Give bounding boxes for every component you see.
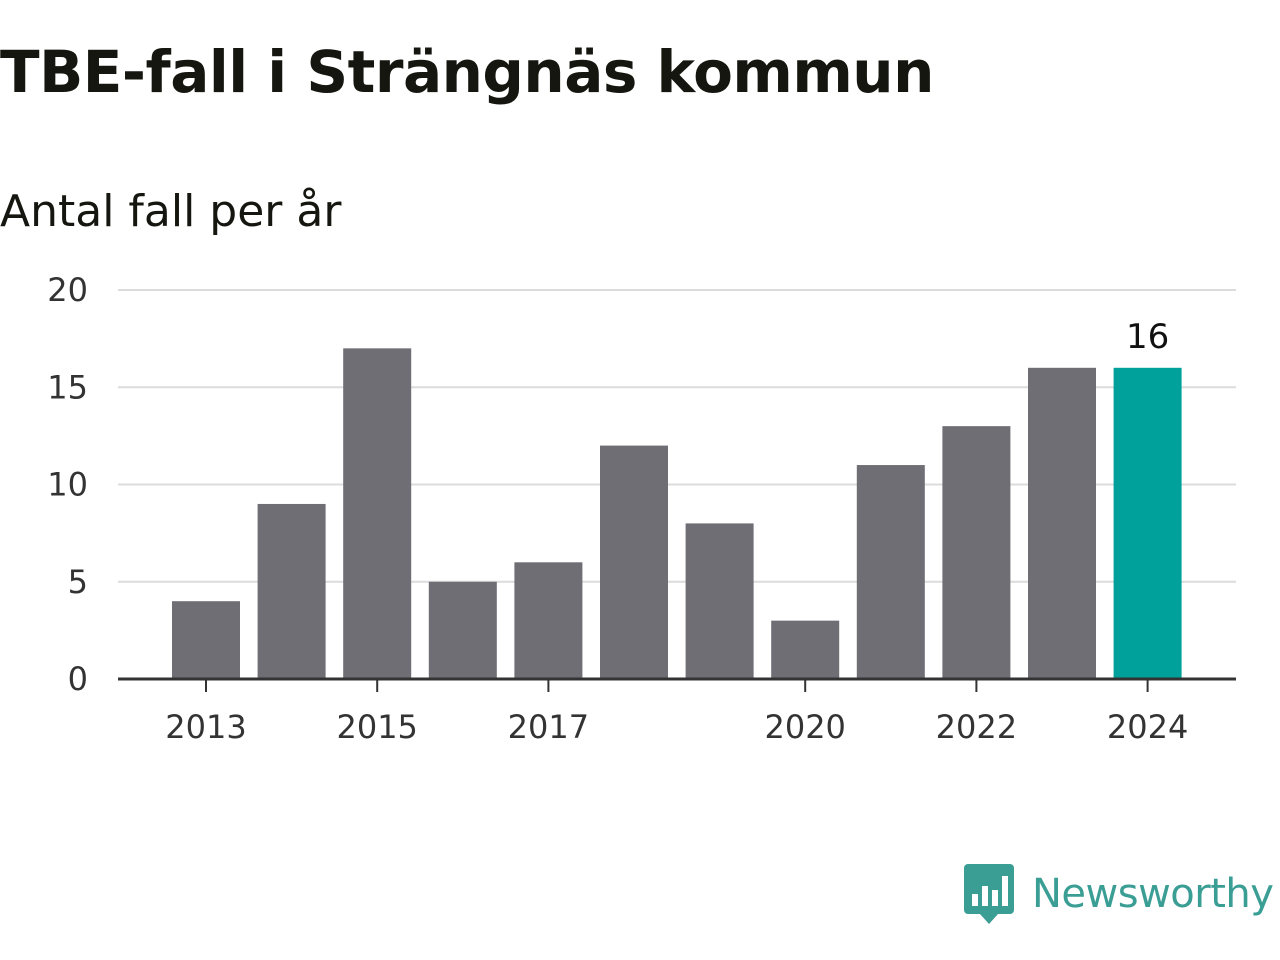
x-tick-label: 2015	[336, 708, 417, 746]
bar-2019	[685, 523, 754, 679]
data-label-2024: 16	[1126, 317, 1169, 357]
x-tick-label: 2022	[936, 708, 1017, 746]
x-axis-ticks: 2013 2015 2017 2020 2022 2024	[165, 679, 1188, 746]
y-tick-label: 10	[47, 466, 88, 504]
bar-2021	[856, 465, 925, 679]
y-tick-label: 0	[68, 660, 88, 698]
bar-2014	[257, 503, 326, 679]
bar-2024	[1113, 367, 1182, 679]
bar-2013	[172, 601, 240, 679]
bars	[172, 348, 1182, 679]
bar-2017	[514, 562, 583, 679]
x-tick-label: 2017	[508, 708, 589, 746]
data-labels: 16	[1126, 317, 1169, 357]
bar-2023	[1028, 367, 1096, 679]
y-axis-ticks: 0 5 10 15 20	[47, 271, 88, 698]
x-tick-label: 2020	[764, 708, 845, 746]
y-tick-label: 20	[47, 271, 88, 309]
x-tick-label: 2024	[1107, 708, 1188, 746]
bar-2018	[600, 445, 668, 679]
bar-2022	[942, 426, 1011, 679]
x-tick-label: 2013	[165, 708, 246, 746]
chart-title: TBE-fall i Strängnäs kommun	[0, 38, 934, 106]
brand-name: Newsworthy	[1032, 871, 1274, 917]
bar-2015	[343, 348, 412, 679]
bar-2016	[428, 581, 497, 679]
y-tick-label: 5	[68, 563, 88, 601]
chart-subtitle: Antal fall per år	[0, 186, 342, 237]
bar-chart-speech-bubble-icon	[964, 864, 1014, 924]
brand-logo: Newsworthy	[964, 864, 1274, 924]
y-tick-label: 15	[47, 368, 88, 406]
bar-2020	[771, 620, 840, 679]
